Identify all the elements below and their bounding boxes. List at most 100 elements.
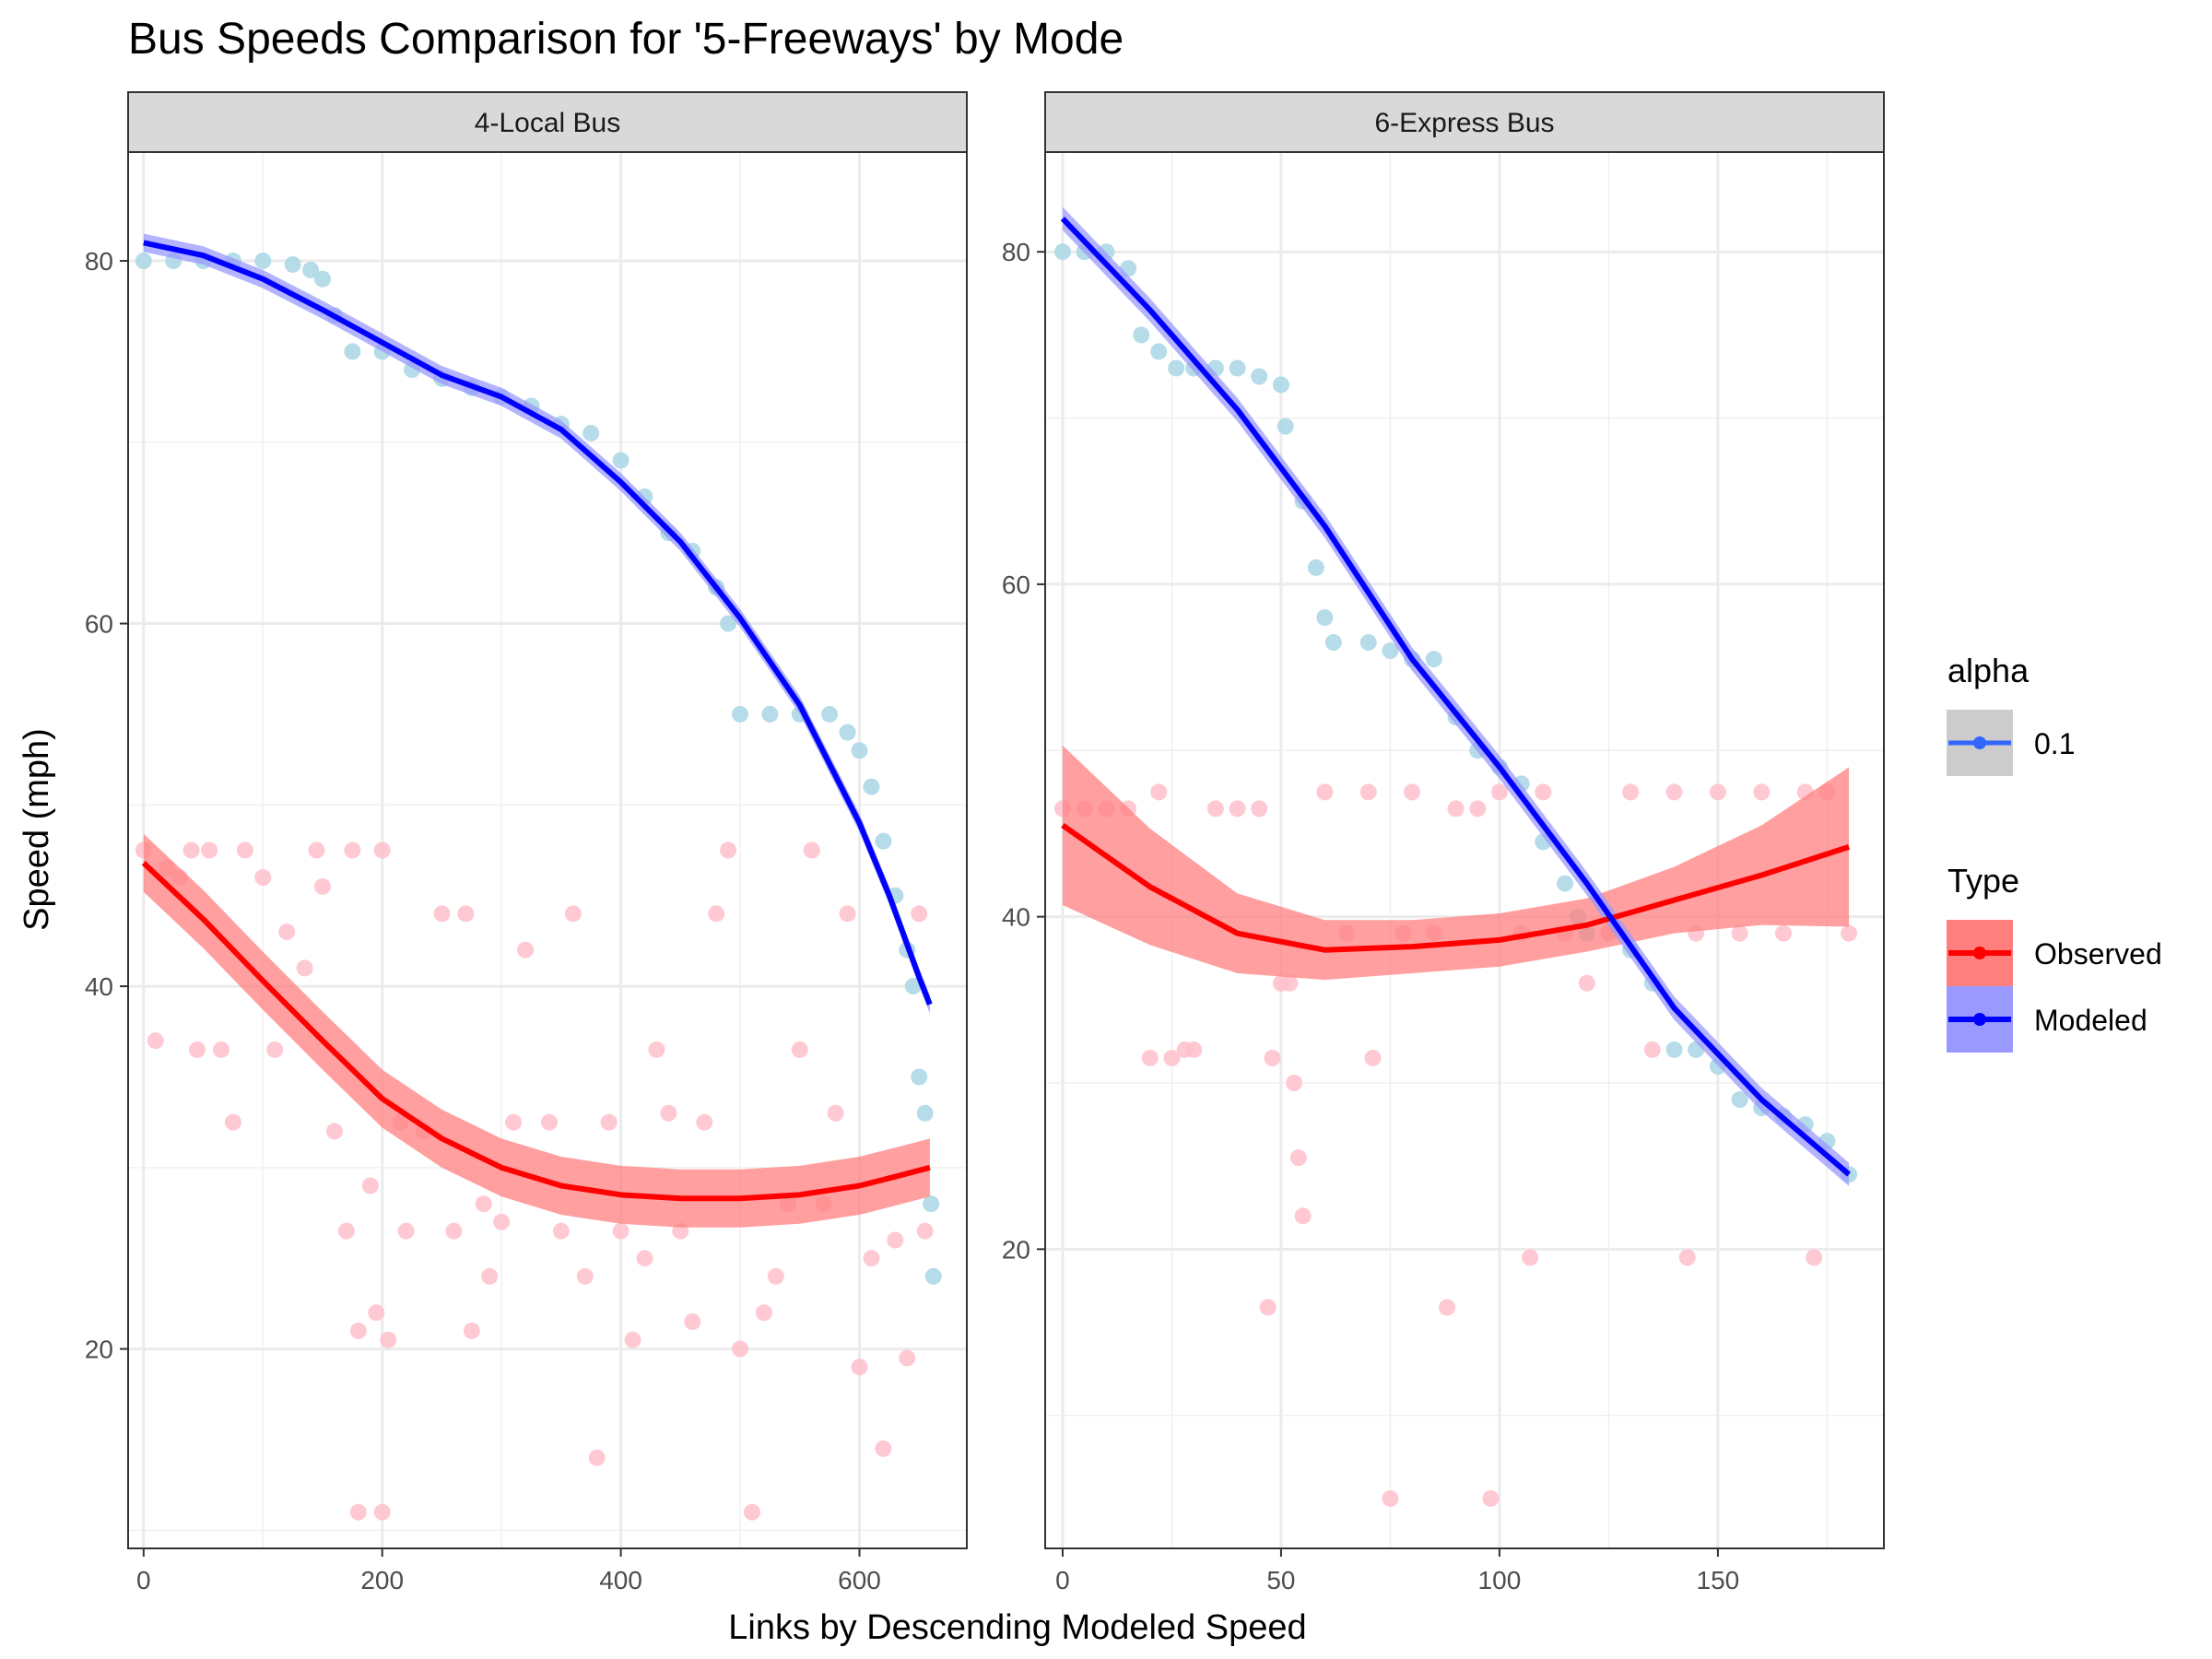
observed-point — [636, 1250, 653, 1267]
x-tick-label: 200 — [360, 1566, 404, 1594]
observed-point — [266, 1041, 284, 1058]
observed-point — [743, 1503, 760, 1521]
observed-point — [1709, 783, 1726, 801]
x-tick-label: 0 — [1055, 1566, 1070, 1594]
observed-point — [189, 1041, 206, 1058]
observed-point — [1229, 800, 1246, 818]
observed-point — [397, 1222, 415, 1240]
observed-point — [708, 905, 725, 923]
modeled-point — [916, 1104, 934, 1122]
observed-point — [201, 841, 218, 859]
modeled-point — [1277, 418, 1294, 435]
modeled-point — [821, 705, 839, 723]
modeled-point — [254, 253, 272, 270]
y-tick-label: 80 — [85, 247, 113, 276]
observed-point — [552, 1222, 570, 1240]
observed-point — [505, 1113, 523, 1131]
observed-point — [1622, 783, 1640, 801]
modeled-point — [1316, 609, 1334, 626]
observed-trend-line — [1061, 822, 1851, 953]
modeled-point — [313, 270, 331, 288]
modeled-point — [1251, 368, 1268, 385]
modeled-point — [1359, 634, 1377, 652]
x-axis-title: Links by Descending Modeled Speed — [728, 1608, 1306, 1647]
y-tick-label: 40 — [85, 972, 113, 1001]
observed-point — [481, 1267, 499, 1285]
observed-point — [1535, 783, 1552, 801]
modeled-point — [875, 832, 892, 850]
observed-point — [1264, 1049, 1281, 1066]
observed-point — [224, 1113, 241, 1131]
modeled-point — [1053, 243, 1071, 261]
observed-point — [373, 841, 391, 859]
observed-point — [1643, 1041, 1661, 1058]
modeled-point — [1425, 651, 1442, 668]
observed-point — [457, 905, 475, 923]
legend-modeled-key-point — [1973, 1013, 1986, 1026]
facet-strip — [1044, 91, 1885, 153]
observed-point — [1251, 800, 1268, 818]
observed-point — [1316, 783, 1334, 801]
observed-point — [576, 1267, 594, 1285]
y-tick-label: 20 — [1002, 1235, 1030, 1264]
observed-point — [344, 841, 361, 859]
modeled-point — [720, 615, 737, 632]
observed-point — [1286, 1075, 1303, 1091]
modeled-trend-line — [143, 240, 933, 1006]
facet-strip-label: 6-Express Bus — [1374, 108, 1554, 138]
observed-point — [313, 877, 331, 895]
modeled-point — [1168, 359, 1185, 377]
x-tick-label: 600 — [838, 1566, 881, 1594]
facet-strip — [127, 91, 968, 153]
observed-point — [493, 1213, 511, 1230]
modeled-point — [582, 424, 600, 441]
observed-point — [254, 869, 272, 887]
observed-point — [720, 841, 737, 859]
observed-point — [368, 1304, 385, 1322]
observed-point — [564, 905, 582, 923]
observed-point — [445, 1222, 463, 1240]
observed-point — [1294, 1207, 1312, 1225]
observed-point — [349, 1322, 367, 1339]
legend-type-title: Type — [1947, 862, 2019, 900]
observed-point — [147, 1032, 164, 1050]
legend-observed-label: Observed — [2034, 937, 2162, 971]
observed-point — [600, 1113, 618, 1131]
observed-point — [660, 1104, 677, 1122]
observed-point — [373, 1503, 391, 1521]
modeled-point — [761, 705, 779, 723]
observed-point — [212, 1041, 229, 1058]
panel-background — [128, 152, 967, 1548]
observed-point — [1753, 783, 1771, 801]
y-tick-label: 60 — [85, 610, 113, 639]
modeled-point — [851, 742, 868, 759]
observed-point — [182, 841, 200, 859]
panel-border — [127, 151, 968, 1549]
observed-point — [517, 941, 535, 959]
observed-point — [1469, 800, 1487, 818]
modeled-point — [344, 343, 361, 360]
modeled-point — [904, 978, 922, 995]
modeled-point — [923, 1195, 940, 1213]
observed-point — [1731, 924, 1748, 942]
modeled-point — [612, 452, 629, 469]
observed-point — [1439, 1299, 1456, 1316]
observed-point — [1259, 1299, 1277, 1316]
modeled-point — [302, 261, 320, 278]
observed-point — [540, 1113, 558, 1131]
legend-alpha-label: 0.1 — [2034, 727, 2075, 760]
modeled-point — [1731, 1091, 1748, 1109]
observed-point — [1578, 974, 1595, 992]
y-tick-label: 40 — [1002, 903, 1030, 932]
modeled-point — [1307, 559, 1324, 576]
observed-point — [1447, 800, 1465, 818]
observed-point — [278, 924, 296, 941]
chart-title: Bus Speeds Comparison for '5-Freeways' b… — [128, 15, 1124, 64]
observed-point — [648, 1041, 665, 1058]
observed-point — [463, 1322, 480, 1339]
legend-alpha-key-point — [1973, 736, 1986, 749]
panel-border — [1044, 151, 1885, 1549]
legend-alpha-title: alpha — [1947, 652, 2030, 689]
observed-point — [916, 1222, 934, 1240]
